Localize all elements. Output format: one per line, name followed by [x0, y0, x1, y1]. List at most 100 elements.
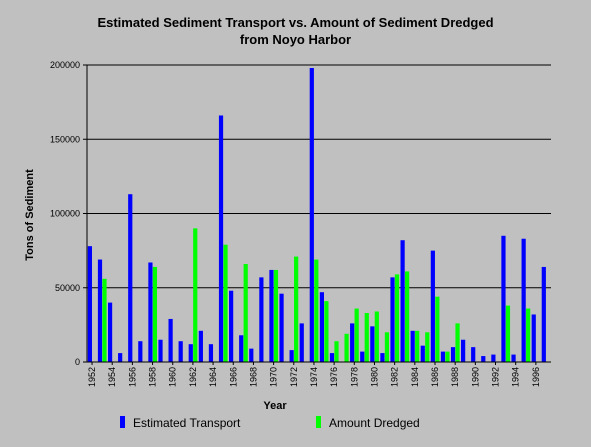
- chart-title: Estimated Sediment Transport vs. Amount …: [0, 14, 591, 48]
- transport-bar-1973: Estimated Transport 1973: 26000: [299, 323, 304, 362]
- x-tick-label: 1956: [127, 367, 137, 387]
- dredged-bar-1975: Amount Dredged 1975: 41000: [324, 301, 329, 362]
- dredged-bar-1981: Amount Dredged 1981: 20000: [384, 332, 390, 362]
- x-tick-label: 1980: [370, 367, 380, 387]
- transport-bar-1953: Estimated Transport 1953: 69000: [97, 259, 103, 362]
- y-tick-label: 0: [75, 357, 80, 367]
- x-tick-label: 1954: [107, 367, 117, 387]
- x-tick-label: 1982: [390, 367, 400, 387]
- dredged-bar-1958: Amount Dredged 1958: 64000: [152, 266, 158, 362]
- transport-bar-1975: Estimated Transport 1975: 47000: [319, 292, 324, 362]
- transport-bar-1984: Estimated Transport 1984: 21000: [410, 330, 415, 362]
- x-tick-label: 1970: [269, 367, 279, 387]
- x-tick-label: 1976: [329, 367, 339, 387]
- transport-bar-1968: Estimated Transport 1968: 9000: [249, 348, 254, 362]
- transport-bar-1959: Estimated Transport 1959: 15000: [158, 339, 163, 362]
- dredged-bar-1984: Amount Dredged 1984: 21000: [415, 330, 420, 362]
- dredged-bar-1985: Amount Dredged 1985: 20000: [425, 332, 430, 362]
- transport-bar-1993: Estimated Transport 1993: 85000: [501, 235, 506, 362]
- dredged-bar-1983: Amount Dredged 1983: 61000: [405, 271, 410, 362]
- dredged-bar-1978: Amount Dredged 1978: 36000: [354, 308, 359, 362]
- x-tick-label: 1978: [349, 367, 359, 387]
- dredged-bar-1988: Amount Dredged 1988: 26000: [455, 323, 460, 362]
- y-tick-label: 100000: [50, 209, 80, 219]
- transport-bar-1952: Estimated Transport 1952: 78000: [87, 246, 92, 362]
- x-tick-label: 1962: [188, 367, 198, 387]
- transport-bar-1986: Estimated Transport 1986: 75000: [430, 250, 435, 363]
- transport-bar-1962: Estimated Transport 1962: 12000: [188, 344, 193, 362]
- chart-title-line-1: Estimated Sediment Transport vs. Amount …: [97, 15, 494, 30]
- transport-bar-1995: Estimated Transport 1995: 83000: [521, 238, 526, 362]
- transport-bar-1989: Estimated Transport 1989: 15000: [461, 339, 466, 362]
- legend-swatch: [120, 416, 125, 428]
- dredged-bar-1977: Amount Dredged 1977: 19000: [344, 333, 349, 362]
- dredged-bar-1986: Amount Dredged 1986: 44000: [435, 296, 440, 362]
- dredged-bar-1976: Amount Dredged 1976: 14000: [334, 341, 339, 362]
- dredged-bar-1974: Amount Dredged 1974: 69000: [314, 259, 319, 362]
- dredged-bar-1965: Amount Dredged 1965: 79000: [223, 244, 228, 362]
- transport-bar-1965: Estimated Transport 1965: 166000: [218, 115, 224, 363]
- dredged-bar-1982: Amount Dredged 1982: 59000: [394, 274, 400, 362]
- x-tick-label: 1996: [531, 367, 541, 387]
- legend-label: Estimated Transport: [133, 416, 241, 430]
- y-tick-label: 200000: [50, 60, 80, 70]
- transport-bar-1972: Estimated Transport 1972: 8000: [289, 350, 294, 362]
- legend: Estimated Transport Amount Dredged: [120, 416, 420, 430]
- transport-bar-1980: Estimated Transport 1980: 24000: [370, 326, 375, 362]
- transport-bar-1970: Estimated Transport 1970: 62000: [269, 269, 274, 362]
- dredged-bar-1980: Amount Dredged 1980: 34000: [374, 311, 379, 362]
- x-tick-label: 1968: [248, 367, 258, 387]
- legend-label: Amount Dredged: [329, 416, 420, 430]
- transport-bar-1978: Estimated Transport 1978: 26000: [350, 323, 355, 362]
- dredged-bar-1987: Amount Dredged 1987: 7000: [445, 351, 450, 362]
- transport-bar-1966: Estimated Transport 1966: 48000: [229, 290, 234, 362]
- transport-bar-1981: Estimated Transport 1981: 6000: [380, 353, 385, 362]
- x-tick-label: 1984: [410, 367, 420, 387]
- dredged-bar-1962: Amount Dredged 1962: 90000: [193, 228, 198, 362]
- x-tick-label: 1994: [511, 367, 521, 387]
- x-tick-label: 1974: [309, 367, 319, 387]
- transport-bar-1983: Estimated Transport 1983: 82000: [400, 240, 405, 362]
- transport-bar-1976: Estimated Transport 1976: 6000: [329, 353, 335, 362]
- dredged-bar-1993: Amount Dredged 1993: 38000: [505, 305, 511, 362]
- x-tick-label: 1992: [491, 367, 501, 387]
- transport-bar-1996: Estimated Transport 1996: 32000: [531, 314, 536, 362]
- transport-bar-1963: Estimated Transport 1963: 21000: [198, 330, 203, 362]
- transport-bar-1956: Estimated Transport 1956: 113000: [128, 194, 133, 362]
- transport-bar-1960: Estimated Transport 1960: 29000: [168, 318, 173, 362]
- x-tick-label: 1990: [470, 367, 480, 387]
- transport-bar-1988: Estimated Transport 1988: 10000: [450, 347, 456, 362]
- x-axis-title: Year: [263, 400, 287, 412]
- x-tick-label: 1964: [208, 367, 218, 387]
- transport-bar-1991: Estimated Transport 1991: 4000: [481, 356, 486, 362]
- dredged-bar-1979: Amount Dredged 1979: 33000: [364, 313, 369, 362]
- transport-bar-1987: Estimated Transport 1987: 7000: [440, 351, 446, 362]
- y-tick-label: 50000: [55, 283, 80, 293]
- y-axis-title: Tons of Sediment: [24, 169, 36, 261]
- transport-bar-1971: Estimated Transport 1971: 46000: [279, 293, 284, 362]
- x-tick-label: 1988: [450, 367, 460, 387]
- transport-bar-1969: Estimated Transport 1969: 57000: [259, 277, 264, 362]
- transport-bar-1994: Estimated Transport 1994: 5000: [511, 354, 516, 362]
- transport-bar-1979: Estimated Transport 1979: 7000: [360, 351, 365, 362]
- dredged-bar-1995: Amount Dredged 1995: 36000: [526, 308, 531, 362]
- transport-bar-1985: Estimated Transport 1985: 11000: [420, 345, 425, 362]
- dredged-bar-1972: Amount Dredged 1972: 71000: [294, 256, 299, 362]
- x-tick-label: 1966: [228, 367, 238, 387]
- transport-bar-1961: Estimated Transport 1961: 14000: [178, 341, 183, 362]
- transport-bar-1957: Estimated Transport 1957: 14000: [138, 341, 143, 362]
- transport-bar-1992: Estimated Transport 1992: 5000: [491, 354, 496, 362]
- transport-bar-1974: Estimated Transport 1974: 198000: [309, 67, 314, 362]
- transport-bar-1958: Estimated Transport 1958: 67000: [148, 262, 153, 362]
- transport-bar-1982: Estimated Transport 1982: 57000: [390, 277, 395, 362]
- x-tick-label: 1952: [87, 367, 97, 387]
- x-tick-label: 1958: [148, 367, 158, 387]
- x-tick-label: 1960: [168, 367, 178, 387]
- legend-swatch: [316, 416, 321, 428]
- transport-bar-1997: Estimated Transport 1997: 64000: [541, 266, 546, 362]
- transport-bar-1990: Estimated Transport 1990: 10000: [471, 347, 476, 362]
- transport-bar-1964: Estimated Transport 1964: 12000: [208, 344, 214, 362]
- x-tick-label: 1972: [289, 367, 299, 387]
- transport-bar-1954: Estimated Transport 1954: 40000: [107, 302, 113, 362]
